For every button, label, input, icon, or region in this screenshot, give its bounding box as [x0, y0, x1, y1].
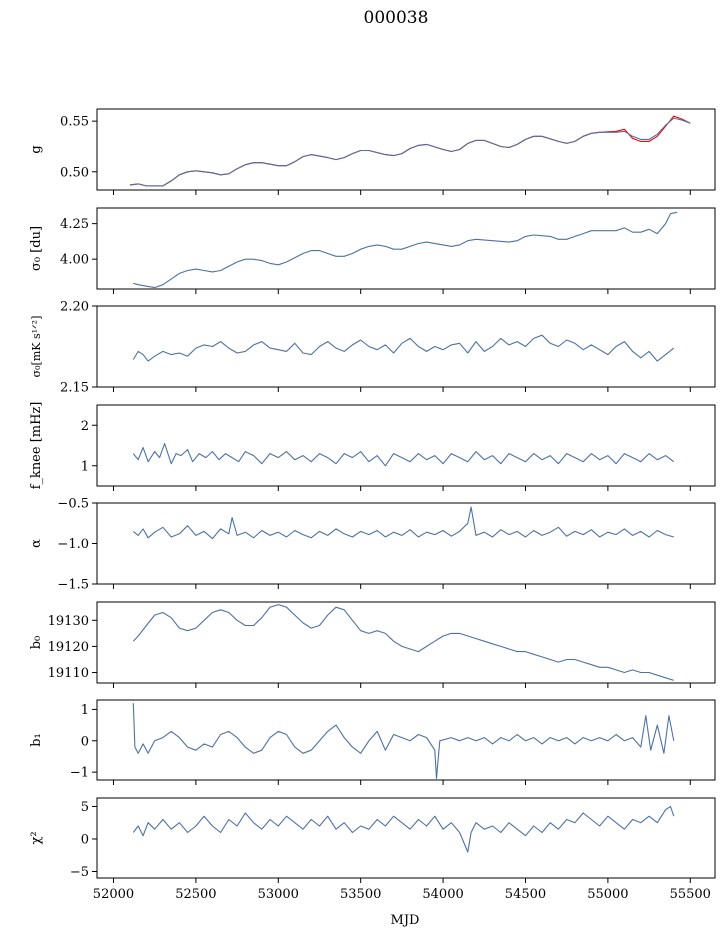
- y-tick-label-fknee: 1: [81, 459, 89, 474]
- series-line-sigma0-model: [133, 211, 678, 289]
- y-tick-label-b0: 19110: [48, 666, 89, 681]
- y-tick-label-b0: 19130: [48, 614, 89, 629]
- series-line-g-model: [129, 117, 691, 187]
- y-tick-label-sigma_w: 2.20: [60, 300, 89, 315]
- x-tick-label: 55000: [587, 887, 628, 902]
- y-tick-label-b0: 19120: [48, 640, 89, 655]
- y-tick-label-b1: 0: [81, 734, 89, 749]
- panel-sigma_w: 2.15 2.20 σ₀[mK s¹ᐟ²]: [30, 300, 716, 396]
- x-tick-label: 54500: [505, 887, 546, 902]
- series-line-chi2-model: [132, 805, 675, 853]
- x-tick-label: 52000: [93, 887, 134, 902]
- series-line-fknee-model: [132, 442, 675, 467]
- x-axis-label: MJD: [391, 913, 420, 928]
- x-tick-label: 53000: [258, 887, 299, 902]
- y-axis-label-alpha: α: [29, 539, 44, 548]
- figure-title: 000038: [364, 8, 429, 28]
- y-axis-label-sigma_w: σ₀[mK s¹ᐟ²]: [30, 316, 43, 378]
- panel-fknee: 1 2 f_knee [mHz]: [29, 402, 716, 491]
- y-tick-label-g: 0.55: [60, 115, 89, 130]
- x-tick-label: 55500: [670, 887, 711, 902]
- y-tick-label-sigma0: 4.25: [60, 217, 89, 232]
- y-axis-label-b1: b₁: [29, 733, 44, 747]
- y-axis-label-g: g: [29, 145, 44, 153]
- panel-frame-fknee: [96, 404, 716, 487]
- series-line-b0-model: [132, 604, 674, 681]
- panels-group: 0.50 0.55 g 4.00 4.25 σ₀ [du] 2.15 2.20 σ₀[mK s¹…: [29, 108, 716, 902]
- x-tick-label: 52500: [175, 887, 216, 902]
- y-tick-label-alpha: −0.5: [57, 497, 89, 512]
- y-tick-label-b1: 1: [81, 703, 89, 718]
- panel-frame-alpha: [96, 502, 716, 585]
- panel-frame-chi2: [96, 797, 716, 879]
- panel-b1: −1 0 1 b₁: [29, 699, 716, 785]
- panel-frame-sigma0: [96, 207, 716, 290]
- y-axis-label-fknee: f_knee [mHz]: [29, 402, 44, 490]
- y-tick-label-g: 0.50: [60, 165, 89, 180]
- y-tick-label-b1: −1: [70, 766, 89, 781]
- y-tick-label-chi2: 0: [81, 832, 89, 847]
- series-line-b1-model: [132, 703, 675, 779]
- panel-g: 0.50 0.55 g: [29, 108, 716, 195]
- y-tick-label-sigma0: 4.00: [60, 253, 89, 268]
- y-axis-label-chi2: χ²: [29, 831, 44, 844]
- series-line-sigma_w-model: [132, 334, 675, 362]
- y-tick-label-chi2: 5: [81, 800, 89, 815]
- series-line-alpha-model: [132, 506, 674, 540]
- panel-frame-g: [96, 108, 716, 191]
- x-tick-label: 53500: [340, 887, 381, 902]
- panel-sigma0: 4.00 4.25 σ₀ [du]: [29, 207, 716, 294]
- panel-alpha: −1.5 −1.0 −0.5 α: [29, 497, 716, 593]
- y-tick-label-alpha: −1.0: [57, 537, 89, 552]
- y-axis-label-b0: b₀: [29, 636, 44, 650]
- series-line-g-data: [129, 115, 691, 187]
- panel-frame-sigma_w: [96, 305, 716, 388]
- y-axis-label-sigma0: σ₀ [du]: [29, 226, 44, 271]
- y-tick-label-sigma_w: 2.15: [60, 381, 89, 396]
- panel-chi2: −5 0 5 52000 52500 53000 53500 54000 54500 55000 5…: [29, 797, 716, 902]
- panel-frame-b1: [96, 699, 716, 781]
- x-tick-label: 54000: [422, 887, 463, 902]
- panel-frame-b0: [96, 601, 716, 684]
- y-tick-label-chi2: −5: [70, 865, 89, 880]
- y-tick-label-fknee: 2: [81, 419, 89, 434]
- panel-b0: 19110 19120 19130 b₀: [29, 601, 716, 688]
- y-tick-label-alpha: −1.5: [57, 578, 89, 593]
